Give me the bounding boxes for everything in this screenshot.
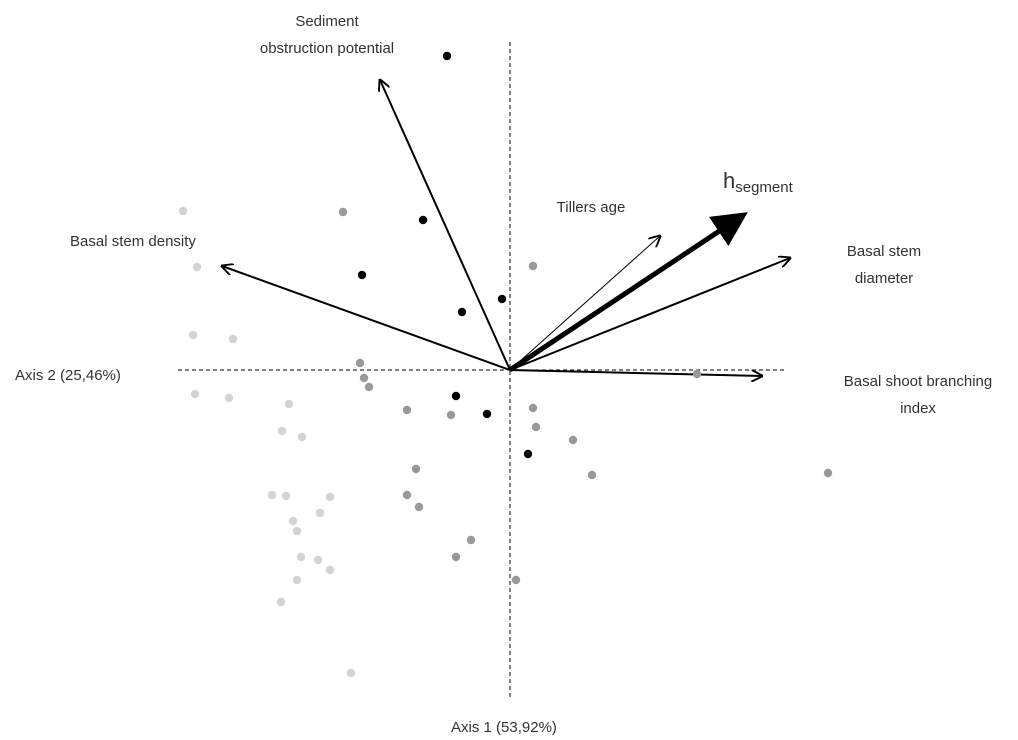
point bbox=[188, 330, 198, 340]
point bbox=[466, 535, 476, 545]
point bbox=[528, 403, 538, 413]
loading-vector bbox=[509, 236, 660, 371]
point bbox=[277, 426, 287, 436]
point bbox=[288, 516, 298, 526]
point bbox=[451, 391, 461, 401]
point bbox=[228, 334, 238, 344]
point bbox=[402, 490, 412, 500]
point bbox=[267, 490, 277, 500]
loading-vector bbox=[509, 258, 790, 371]
point bbox=[192, 262, 202, 272]
point bbox=[313, 555, 323, 565]
point bbox=[292, 575, 302, 585]
point bbox=[457, 307, 467, 317]
vector-label-subscript: segment bbox=[735, 179, 793, 196]
vector-label: diameter bbox=[855, 270, 913, 287]
point bbox=[292, 526, 302, 536]
vector-label: index bbox=[900, 400, 936, 417]
point bbox=[357, 270, 367, 280]
point bbox=[315, 508, 325, 518]
point bbox=[402, 405, 412, 415]
loading-vector bbox=[508, 212, 748, 373]
loading-vector bbox=[222, 266, 511, 371]
point bbox=[418, 215, 428, 225]
point bbox=[823, 468, 833, 478]
vector-label: Basal stem bbox=[847, 243, 921, 260]
point bbox=[446, 410, 456, 420]
point bbox=[523, 449, 533, 459]
point bbox=[587, 470, 597, 480]
point bbox=[692, 369, 702, 379]
point bbox=[414, 502, 424, 512]
point bbox=[511, 575, 521, 585]
point bbox=[224, 393, 234, 403]
point bbox=[411, 464, 421, 474]
vector-label: Basal stem density bbox=[70, 233, 196, 250]
vector-label: hsegment bbox=[723, 168, 794, 196]
vector-label: Sediment bbox=[295, 13, 359, 30]
point bbox=[497, 294, 507, 304]
point bbox=[296, 552, 306, 562]
point bbox=[325, 565, 335, 575]
point bbox=[364, 382, 374, 392]
vector-label: obstruction potential bbox=[260, 40, 394, 57]
point bbox=[531, 422, 541, 432]
loading-vector bbox=[380, 80, 511, 371]
loading-vector bbox=[509, 369, 762, 376]
point bbox=[568, 435, 578, 445]
point bbox=[442, 51, 452, 61]
vector-label: Basal shoot branching bbox=[844, 373, 992, 390]
point bbox=[178, 206, 188, 216]
point bbox=[528, 261, 538, 271]
point bbox=[190, 389, 200, 399]
point bbox=[359, 373, 369, 383]
point bbox=[281, 491, 291, 501]
point bbox=[482, 409, 492, 419]
point bbox=[338, 207, 348, 217]
point bbox=[355, 358, 365, 368]
x-axis-label: Axis 1 (53,92%) bbox=[451, 719, 557, 736]
vector-label: Tillers age bbox=[557, 199, 626, 216]
point bbox=[297, 432, 307, 442]
point bbox=[325, 492, 335, 502]
point bbox=[451, 552, 461, 562]
point bbox=[284, 399, 294, 409]
point bbox=[276, 597, 286, 607]
point bbox=[346, 668, 356, 678]
y-axis-label: Axis 2 (25,46%) bbox=[15, 367, 121, 384]
